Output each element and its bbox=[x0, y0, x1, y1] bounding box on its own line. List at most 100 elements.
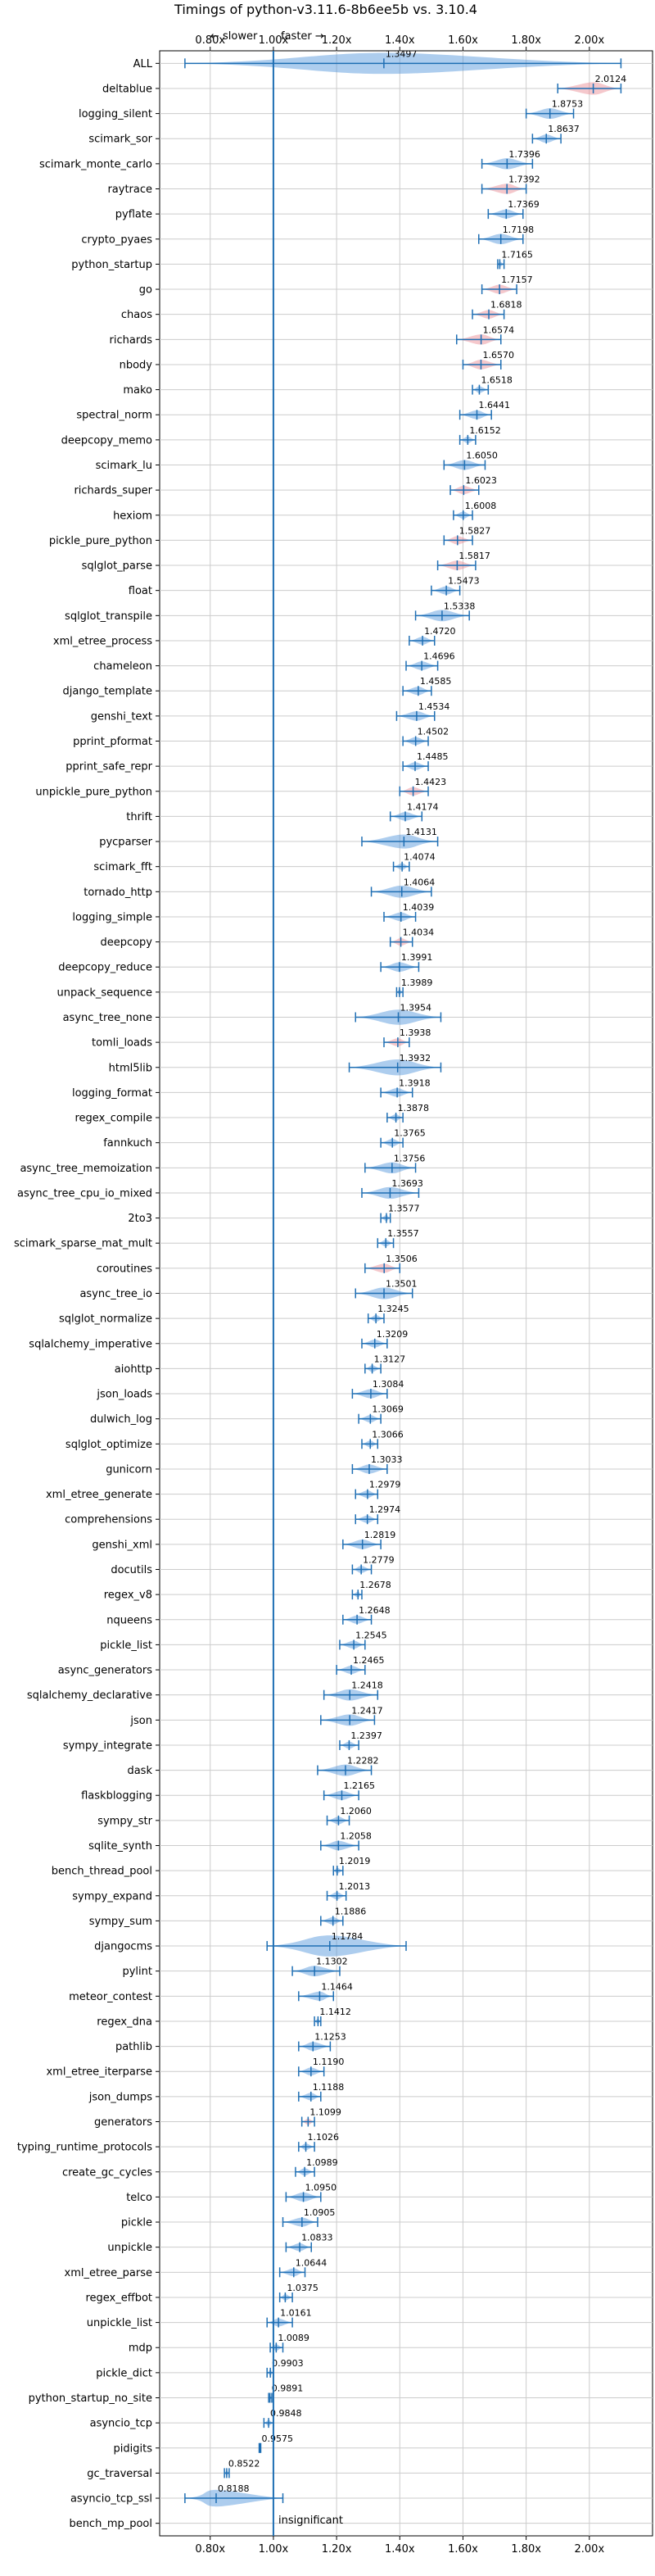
benchmark-label: hexiom bbox=[113, 510, 152, 522]
benchmark-label: async_tree_cpu_io_mixed bbox=[17, 1187, 152, 1200]
benchmark-label: sqlglot_transpile bbox=[65, 610, 152, 623]
value-label: 1.2974 bbox=[369, 1504, 401, 1515]
benchmark-label: aiohttp bbox=[115, 1363, 152, 1376]
benchmark-label: sympy_integrate bbox=[63, 1739, 152, 1752]
benchmark-label: dask bbox=[127, 1765, 152, 1777]
benchmark-label: python_startup_no_site bbox=[29, 2392, 152, 2405]
value-label: 1.1026 bbox=[308, 2132, 340, 2143]
bottom-tick-label: 0.80x bbox=[195, 2543, 225, 2556]
benchmark-label: pickle_pure_python bbox=[49, 535, 152, 547]
value-label: 1.3938 bbox=[400, 1027, 431, 1038]
benchmark-label: comprehensions bbox=[65, 1514, 152, 1526]
benchmark-label: regex_v8 bbox=[104, 1590, 152, 1602]
benchmark-label: regex_dna bbox=[97, 2016, 152, 2028]
value-label: 1.4064 bbox=[404, 877, 436, 887]
value-label: 1.3693 bbox=[391, 1178, 423, 1189]
faster-annotation: faster → bbox=[281, 30, 324, 43]
benchmark-label: xml_etree_parse bbox=[65, 2267, 152, 2279]
value-label: 1.2060 bbox=[340, 1806, 372, 1816]
benchmark-label: pickle_dict bbox=[96, 2367, 152, 2379]
benchmark-label: float bbox=[129, 585, 152, 597]
benchmark-label: unpickle_pure_python bbox=[35, 786, 152, 798]
value-label: 1.3209 bbox=[377, 1329, 409, 1340]
value-label: 1.2779 bbox=[363, 1555, 395, 1566]
benchmark-label: html5lib bbox=[109, 1062, 152, 1074]
value-label: 1.2397 bbox=[350, 1730, 382, 1741]
bottom-tick-label: 1.20x bbox=[322, 2543, 352, 2556]
benchmark-label: logging_simple bbox=[72, 911, 152, 923]
value-label: 1.2979 bbox=[369, 1480, 401, 1490]
value-label: 1.7396 bbox=[508, 149, 540, 160]
value-label: 1.3497 bbox=[386, 48, 418, 59]
value-label: 1.4174 bbox=[407, 801, 439, 812]
value-label: 1.6574 bbox=[483, 324, 515, 335]
value-label: 1.2013 bbox=[339, 1881, 371, 1892]
benchmark-label: mdp bbox=[129, 2342, 152, 2355]
value-label: 1.1886 bbox=[335, 1906, 367, 1916]
benchmark-label: spectral_norm bbox=[76, 410, 152, 422]
benchmark-label: genshi_xml bbox=[92, 1539, 152, 1551]
benchmark-label: unpickle bbox=[107, 2242, 152, 2254]
value-label: 1.3878 bbox=[398, 1103, 430, 1113]
top-tick-label: 1.00x bbox=[259, 34, 289, 47]
benchmark-label: pprint_pformat bbox=[73, 736, 152, 748]
value-label: 1.3954 bbox=[400, 1003, 432, 1014]
value-label: 1.6023 bbox=[465, 475, 497, 486]
benchmark-label: chaos bbox=[121, 309, 152, 321]
benchmark-label: tornado_http bbox=[84, 887, 152, 899]
benchmark-label: pathlib bbox=[115, 2041, 152, 2053]
benchmark-label: 2to3 bbox=[128, 1213, 152, 1225]
value-label: 1.7392 bbox=[508, 175, 540, 185]
value-label: 1.6570 bbox=[482, 350, 514, 361]
bottom-tick-label: 1.00x bbox=[259, 2543, 289, 2556]
benchmark-label: mako bbox=[123, 384, 152, 397]
value-label: 1.2282 bbox=[347, 1756, 379, 1766]
value-label: 1.2465 bbox=[353, 1655, 385, 1666]
benchmark-label: async_tree_io bbox=[79, 1288, 152, 1300]
benchmark-label: deltablue bbox=[102, 83, 152, 95]
benchmark-label: richards bbox=[110, 334, 153, 347]
value-label: 1.0989 bbox=[306, 2157, 338, 2168]
benchmark-label: sympy_sum bbox=[89, 1916, 152, 1928]
value-label: 1.3033 bbox=[371, 1454, 403, 1465]
value-label: 1.0375 bbox=[287, 2283, 318, 2293]
value-label: 1.4696 bbox=[423, 651, 455, 662]
value-label: 1.7157 bbox=[501, 274, 533, 285]
value-label: 1.6441 bbox=[478, 400, 510, 410]
value-label: 1.2819 bbox=[364, 1530, 396, 1540]
benchmark-label: djangocms bbox=[94, 1941, 152, 1953]
bottom-axis: 0.80x 1.00x 1.20x 1.40x 1.60x 1.80x 2.00x bbox=[195, 2536, 604, 2556]
bottom-tick-label: 1.40x bbox=[385, 2543, 415, 2556]
value-label: 1.2019 bbox=[339, 1856, 371, 1866]
value-label: 1.4534 bbox=[418, 701, 450, 712]
value-label: 1.5827 bbox=[459, 525, 491, 536]
benchmark-label: sqlglot_parse bbox=[82, 560, 152, 573]
benchmark-label: bench_mp_pool bbox=[69, 2518, 152, 2530]
value-label: 1.6008 bbox=[465, 501, 497, 511]
top-tick-label: 1.60x bbox=[448, 34, 478, 47]
top-axis: 0.80x 1.00x 1.20x 1.40x 1.60x 1.80x 2.00x bbox=[195, 34, 604, 51]
value-label: 1.2418 bbox=[351, 1680, 383, 1691]
value-label: 1.4039 bbox=[403, 902, 435, 913]
value-label: 1.3069 bbox=[372, 1404, 404, 1415]
value-label: 1.0833 bbox=[301, 2233, 333, 2243]
benchmark-label: pidigits bbox=[114, 2442, 153, 2455]
bottom-tick-label: 1.60x bbox=[448, 2543, 478, 2556]
benchmark-label: flaskblogging bbox=[81, 1790, 152, 1803]
benchmark-label: meteor_contest bbox=[69, 1991, 152, 2003]
value-label: 1.4485 bbox=[417, 751, 448, 762]
value-label: 1.3127 bbox=[374, 1354, 406, 1364]
value-label: 1.4502 bbox=[418, 727, 449, 737]
benchmark-label: sympy_expand bbox=[72, 1890, 152, 1903]
benchmark-label: raytrace bbox=[107, 184, 152, 196]
benchmark-label: coroutines bbox=[97, 1263, 152, 1275]
value-label: 0.9891 bbox=[272, 2383, 304, 2394]
value-label: 1.1188 bbox=[313, 2082, 345, 2093]
benchmark-label: unpickle_list bbox=[87, 2317, 152, 2329]
benchmark-label: sqlglot_optimize bbox=[66, 1439, 152, 1451]
benchmark-label: go bbox=[139, 284, 152, 297]
insignificant-annotation: insignificant bbox=[278, 2515, 343, 2527]
bottom-tick-label: 1.80x bbox=[511, 2543, 541, 2556]
